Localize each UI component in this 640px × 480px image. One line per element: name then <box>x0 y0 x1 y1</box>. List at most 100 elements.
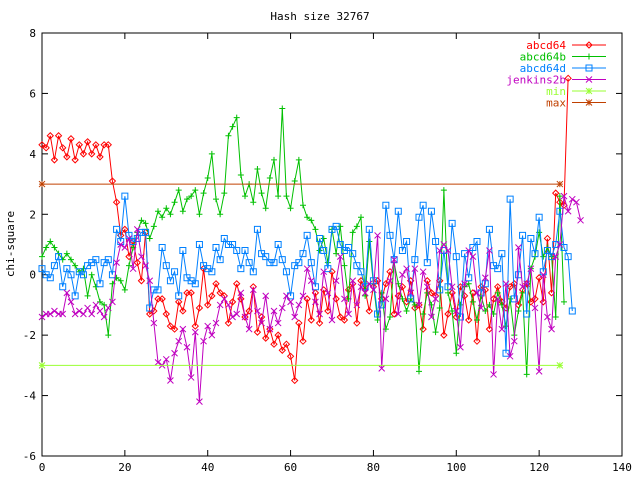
data-point-jenkins2b <box>254 307 261 315</box>
data-point-abcd64b <box>159 214 166 221</box>
data-point-jenkins2b <box>117 241 125 248</box>
data-point-jenkins2b <box>129 265 137 273</box>
data-point-abcd64d <box>531 250 539 258</box>
data-point-abcd64b <box>337 223 344 230</box>
data-point-abcd64 <box>137 277 146 285</box>
data-point-jenkins2b <box>100 313 108 321</box>
data-point-abcd64b <box>291 178 298 185</box>
data-point-jenkins2b <box>320 268 328 276</box>
x-tick-label: 0 <box>39 461 46 474</box>
data-point-abcd64d <box>452 253 460 261</box>
data-point-abcd64d <box>154 286 162 294</box>
data-point-abcd64b <box>196 211 203 218</box>
series-abcd64b <box>39 105 567 378</box>
data-point-abcd64d <box>253 225 261 233</box>
data-point-abcd64 <box>444 310 452 318</box>
data-point-abcd64b <box>279 105 286 112</box>
data-point-jenkins2b <box>510 337 518 345</box>
data-point-abcd64 <box>170 325 179 333</box>
data-point-abcd64b <box>97 298 103 305</box>
data-point-jenkins2b <box>241 313 249 321</box>
data-point-jenkins2b <box>150 319 158 327</box>
x-tick-label: 40 <box>201 461 214 474</box>
data-point-abcd64 <box>419 325 427 333</box>
data-point-abcd64d <box>394 207 402 215</box>
x-tick-label: 120 <box>529 461 549 474</box>
data-point-abcd64 <box>195 304 204 312</box>
data-point-abcd64d <box>212 244 220 252</box>
data-point-abcd64 <box>373 277 382 285</box>
data-point-abcd64d <box>316 234 324 242</box>
data-point-jenkins2b <box>258 319 265 327</box>
data-point-abcd64b <box>556 193 563 200</box>
data-point-jenkins2b <box>349 277 357 285</box>
data-point-abcd64 <box>398 283 407 291</box>
data-point-abcd64d <box>564 253 572 261</box>
data-point-jenkins2b <box>407 289 415 297</box>
data-point-jenkins2b <box>88 310 96 318</box>
data-point-jenkins2b <box>303 265 311 273</box>
data-point-abcd64b <box>101 301 108 308</box>
data-point-abcd64 <box>146 310 154 318</box>
data-point-abcd64 <box>266 325 274 333</box>
legend-label-jenkins2b: jenkins2b <box>506 74 566 87</box>
data-point-abcd64d <box>539 268 547 276</box>
data-point-abcd64b <box>353 223 360 230</box>
data-point-jenkins2b <box>191 328 199 336</box>
data-point-abcd64b <box>507 295 514 302</box>
data-point-abcd64d <box>386 231 394 239</box>
data-point-jenkins2b <box>200 337 207 345</box>
data-point-jenkins2b <box>133 226 141 233</box>
data-point-jenkins2b <box>225 301 232 309</box>
data-point-abcd64b <box>126 262 132 269</box>
data-point-abcd64b <box>349 229 356 236</box>
data-point-jenkins2b <box>46 310 54 318</box>
data-point-jenkins2b <box>457 343 464 351</box>
data-point-jenkins2b <box>96 307 104 315</box>
data-point-jenkins2b <box>283 292 290 300</box>
data-point-abcd64b <box>333 250 340 257</box>
data-point-abcd64d <box>59 283 67 291</box>
data-point-abcd64b <box>163 205 170 212</box>
data-point-jenkins2b <box>287 298 294 306</box>
data-point-abcd64 <box>291 376 299 385</box>
data-point-abcd64b <box>561 298 567 305</box>
data-point-abcd64b <box>47 238 54 245</box>
data-point-abcd64d <box>158 244 166 252</box>
data-point-abcd64b <box>138 217 145 224</box>
legend-marker-abcd64 <box>585 41 593 49</box>
data-point-abcd64d <box>423 259 431 267</box>
data-point-abcd64 <box>286 352 295 361</box>
data-point-jenkins2b <box>415 301 423 309</box>
data-point-jenkins2b <box>142 262 149 270</box>
data-point-jenkins2b <box>486 247 493 254</box>
x-tick-label: 140 <box>612 461 632 474</box>
data-point-abcd64d <box>204 265 212 273</box>
data-point-abcd64b <box>242 193 248 200</box>
data-point-abcd64 <box>96 153 104 161</box>
data-point-abcd64d <box>411 256 419 264</box>
data-point-abcd64 <box>543 234 552 243</box>
data-point-abcd64b <box>84 292 91 299</box>
data-point-abcd64d <box>448 219 456 227</box>
data-point-jenkins2b <box>556 241 564 248</box>
data-point-abcd64 <box>121 225 129 234</box>
data-point-abcd64 <box>274 331 282 339</box>
data-point-abcd64b <box>308 217 315 224</box>
data-point-abcd64 <box>324 307 332 315</box>
data-point-abcd64 <box>133 258 141 267</box>
data-point-jenkins2b <box>432 295 439 303</box>
data-point-abcd64b <box>436 304 443 311</box>
data-point-jenkins2b <box>357 283 365 291</box>
data-point-abcd64d <box>502 349 510 357</box>
series-max <box>38 180 564 188</box>
data-point-abcd64 <box>175 298 183 306</box>
data-point-abcd64b <box>271 156 277 163</box>
data-point-abcd64d <box>568 307 576 315</box>
data-point-jenkins2b <box>577 216 584 224</box>
y-tick-label: 2 <box>29 208 36 221</box>
data-point-jenkins2b <box>568 195 576 203</box>
y-tick-label: -4 <box>23 390 37 403</box>
data-point-jenkins2b <box>361 289 369 297</box>
data-point-abcd64 <box>402 298 411 306</box>
